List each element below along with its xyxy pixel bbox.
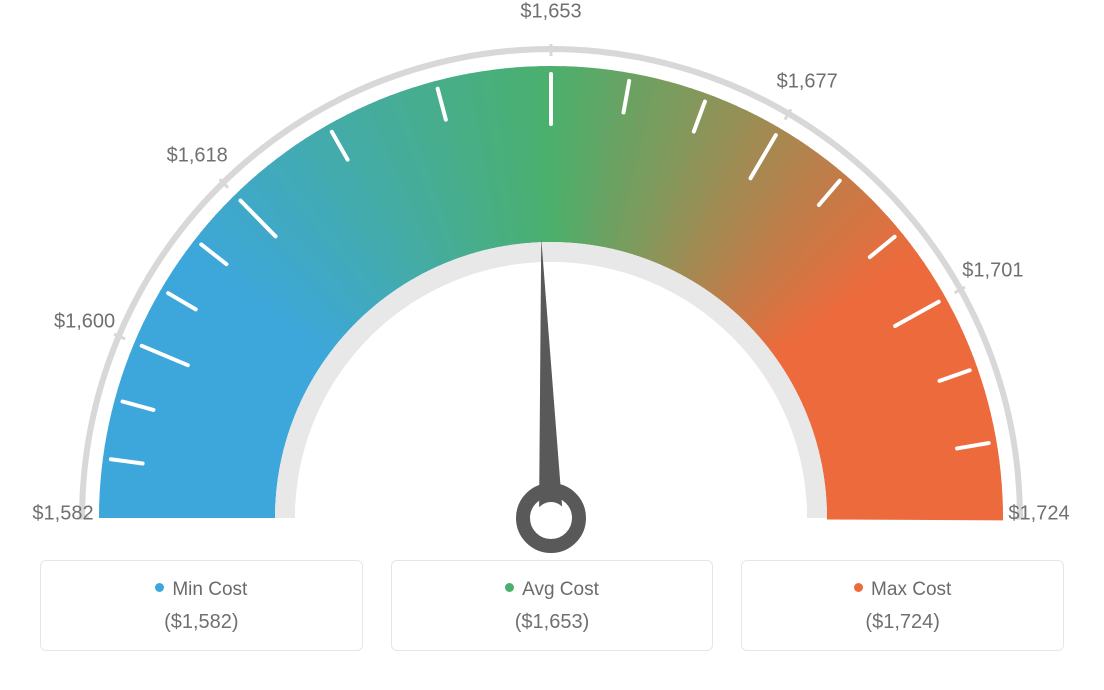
- gauge-chart: $1,582 $1,600 $1,618 $1,653 $1,677 $1,701 $1,7…: [0, 0, 1104, 560]
- gauge-tick-label: $1,582: [32, 503, 93, 526]
- min-cost-card: Min Cost ($1,582): [40, 560, 363, 651]
- min-cost-title: Min Cost: [51, 579, 352, 601]
- max-cost-value: ($1,724): [752, 611, 1053, 634]
- gauge-tick-label: $1,701: [962, 260, 1023, 283]
- gauge-tick-label: $1,618: [167, 145, 228, 168]
- avg-cost-card: Avg Cost ($1,653): [391, 560, 714, 651]
- avg-cost-title-text: Avg Cost: [522, 579, 599, 600]
- max-cost-title: Max Cost: [752, 579, 1053, 601]
- min-cost-dot: [155, 583, 164, 592]
- avg-cost-value: ($1,653): [402, 611, 703, 634]
- max-cost-dot: [854, 583, 863, 592]
- avg-cost-title: Avg Cost: [402, 579, 703, 601]
- max-cost-card: Max Cost ($1,724): [741, 560, 1064, 651]
- gauge-tick-label: $1,653: [520, 1, 581, 24]
- max-cost-title-text: Max Cost: [871, 579, 951, 600]
- gauge-tick-label: $1,677: [777, 70, 838, 93]
- min-cost-value: ($1,582): [51, 611, 352, 634]
- avg-cost-dot: [505, 583, 514, 592]
- gauge-svg: [0, 0, 1104, 560]
- min-cost-title-text: Min Cost: [172, 579, 247, 600]
- gauge-tick-label: $1,724: [1008, 503, 1069, 526]
- gauge-tick-label: $1,600: [54, 310, 115, 333]
- summary-cards: Min Cost ($1,582) Avg Cost ($1,653) Max …: [0, 560, 1104, 681]
